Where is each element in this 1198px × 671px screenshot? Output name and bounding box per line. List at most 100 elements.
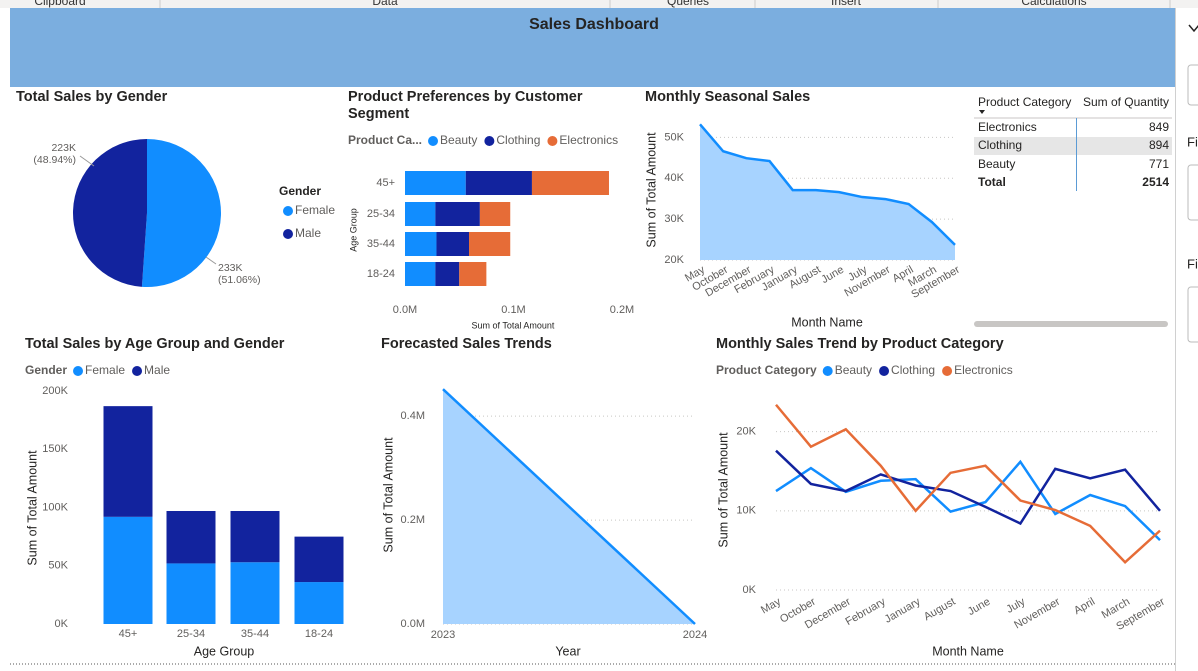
x-tick-label: 35-44: [241, 628, 269, 640]
legend-marker: [484, 136, 495, 146]
area-line: [699, 123, 956, 246]
collapse-chevron[interactable]: [1188, 24, 1198, 33]
y-tick-label: 100K: [42, 501, 68, 513]
table-cell: 849: [1149, 120, 1169, 134]
line-series: [775, 459, 1161, 542]
table-total: Total: [978, 175, 1006, 189]
y-tick-label: 20K: [664, 254, 684, 266]
x-tick-label: January: [883, 595, 923, 625]
x-tick-label: 0.0M: [393, 304, 417, 316]
y-tick-label: 35-44: [367, 238, 395, 250]
line-series: [775, 449, 1161, 526]
x-tick-label: 2023: [431, 629, 455, 641]
legend-marker: [547, 136, 558, 146]
legend-title: Product Ca...: [348, 133, 422, 147]
side-panel: [1175, 8, 1198, 671]
data-label: 223K: [51, 142, 76, 154]
pie-slice: [141, 139, 221, 287]
y-axis-title: Age Group: [348, 208, 358, 252]
x-tick-label: August: [922, 596, 958, 624]
bar-segment: [103, 406, 153, 517]
bar-segment: [405, 232, 437, 256]
y-tick-label: 18-24: [367, 268, 395, 280]
ribbon-group-label: Insert: [831, 0, 862, 8]
y-tick-label: 150K: [42, 443, 68, 455]
x-tick-label: 2024: [683, 629, 707, 641]
side-panel-label: Fi: [1187, 134, 1198, 149]
y-axis-title: Sum of Total Amount: [381, 437, 395, 553]
bar-segment: [230, 510, 280, 563]
y-tick-label: 0.4M: [401, 410, 425, 422]
ribbon-group-label: Calculations: [1021, 0, 1086, 8]
y-tick-label: 50K: [48, 560, 68, 572]
bar-segment: [294, 582, 344, 624]
side-panel-box[interactable]: [1187, 164, 1198, 221]
y-tick-label: 200K: [42, 385, 68, 397]
y-tick-label: 45+: [376, 177, 395, 189]
ribbon-group-label: Data: [372, 0, 398, 8]
legend-marker: [283, 229, 293, 239]
y-axis-title: Sum of Total Amount: [716, 432, 730, 548]
leader-line: [79, 155, 95, 167]
data-label-percent: (48.94%): [33, 154, 76, 166]
table-cell: 771: [1149, 157, 1169, 171]
bar-segment: [103, 516, 153, 624]
y-tick-label: 0K: [55, 618, 69, 630]
column-header: Product Category: [978, 95, 1071, 109]
legend-label: Electronics: [954, 363, 1013, 377]
legend-marker: [73, 366, 84, 376]
legend-label: Female: [85, 363, 125, 377]
side-panel-label: Fi: [1187, 256, 1198, 271]
dashboard-title: Sales Dashboard: [529, 16, 659, 33]
bar-segment: [166, 563, 216, 624]
bar-segment: [230, 562, 280, 624]
bar-segment: [294, 536, 344, 583]
legend-label: Clothing: [496, 133, 540, 147]
bar-segment: [465, 171, 532, 195]
area-line: [442, 388, 696, 625]
visual-title: Forecasted Sales Trends: [381, 336, 552, 352]
legend-title: Gender: [279, 184, 321, 198]
side-panel-box[interactable]: [1187, 64, 1198, 106]
y-tick-label: 0.0M: [401, 618, 425, 630]
x-tick-label: June: [966, 596, 993, 618]
y-tick-label: 0.2M: [401, 514, 425, 526]
legend-marker: [132, 366, 143, 376]
bar-segment: [405, 202, 436, 226]
bar-segment: [435, 262, 460, 286]
bar-segment: [531, 171, 609, 195]
legend-title: Product Category: [716, 363, 817, 377]
visual-title: Total Sales by Gender: [16, 89, 168, 105]
legend-title: Gender: [25, 363, 67, 377]
y-tick-label: 30K: [664, 213, 684, 225]
legend-marker: [879, 366, 890, 376]
legend-marker: [283, 206, 293, 216]
ribbon: [0, 0, 1198, 8]
y-axis-title: Sum of Total Amount: [25, 450, 39, 566]
table-cell: 894: [1149, 138, 1169, 152]
legend-marker: [942, 366, 953, 376]
legend-label: Electronics: [559, 133, 618, 147]
bar-segment: [479, 202, 511, 226]
header-bar: [10, 8, 1175, 87]
x-tick-label: 18-24: [305, 628, 333, 640]
visual-title: Monthly Seasonal Sales: [645, 89, 811, 105]
bar-segment: [459, 262, 487, 286]
legend-label: Male: [144, 363, 170, 377]
legend-label: Male: [295, 226, 321, 240]
side-panel-box[interactable]: [1187, 286, 1198, 343]
table-cell: Clothing: [978, 138, 1022, 152]
y-tick-label: 10K: [736, 505, 756, 517]
x-tick-label: 25-34: [177, 628, 205, 640]
x-tick-label: 0.2M: [610, 304, 634, 316]
legend-label: Beauty: [835, 363, 872, 377]
y-tick-label: 50K: [664, 131, 684, 143]
bar-segment: [405, 262, 436, 286]
y-tick-label: 25-34: [367, 208, 395, 220]
sort-indicator: [979, 110, 985, 114]
scrollbar[interactable]: [974, 321, 1168, 327]
y-tick-label: 0K: [743, 584, 757, 596]
ribbon-group-label: Clipboard: [34, 0, 85, 8]
